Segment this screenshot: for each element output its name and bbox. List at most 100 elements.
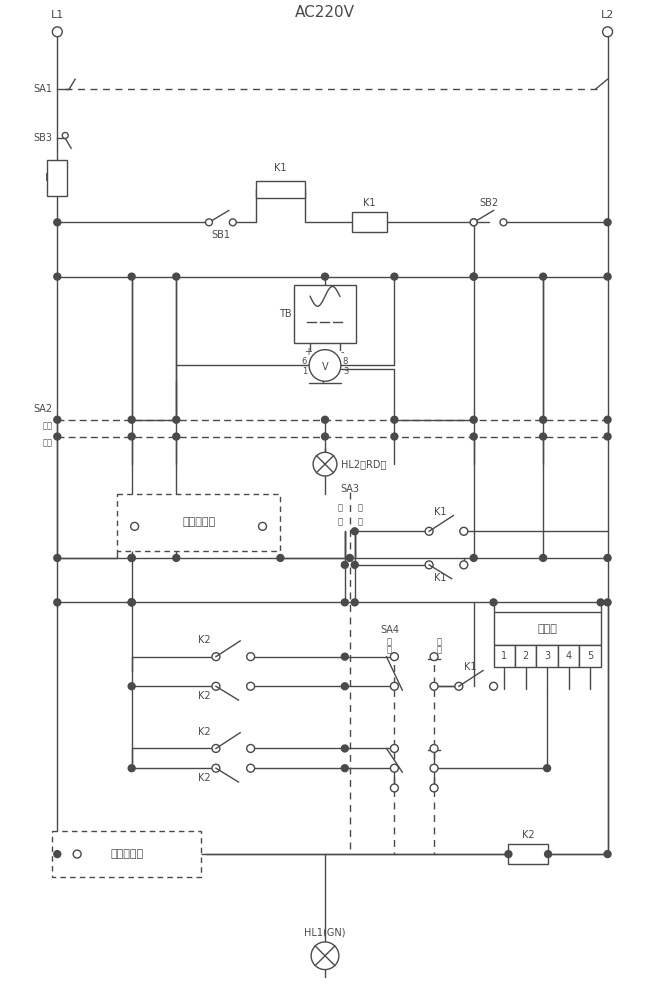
Text: 閉: 閉 — [387, 646, 392, 655]
Circle shape — [173, 554, 180, 561]
Circle shape — [425, 561, 433, 569]
Circle shape — [277, 554, 284, 561]
Text: R: R — [45, 173, 53, 183]
Circle shape — [212, 653, 220, 661]
Circle shape — [391, 784, 398, 792]
Circle shape — [131, 522, 138, 530]
Text: 斷: 斷 — [358, 504, 362, 513]
Circle shape — [351, 561, 358, 568]
Text: SA2: SA2 — [33, 404, 53, 414]
Text: 開: 開 — [437, 646, 441, 655]
Circle shape — [391, 764, 398, 772]
Circle shape — [500, 219, 507, 226]
Circle shape — [430, 764, 438, 772]
Circle shape — [391, 745, 398, 752]
Circle shape — [391, 653, 398, 661]
Bar — [117, 494, 280, 551]
Bar — [579, 645, 601, 667]
Text: 3: 3 — [544, 651, 550, 661]
Text: V: V — [322, 362, 328, 372]
Circle shape — [247, 653, 255, 661]
Circle shape — [470, 219, 477, 226]
Circle shape — [341, 599, 348, 606]
Circle shape — [604, 599, 611, 606]
Circle shape — [490, 599, 497, 606]
Circle shape — [430, 745, 438, 752]
Bar — [352, 212, 387, 232]
Circle shape — [430, 683, 437, 690]
Circle shape — [54, 416, 61, 423]
Circle shape — [73, 850, 81, 858]
Circle shape — [604, 273, 611, 280]
Text: L1: L1 — [51, 10, 64, 20]
Text: AC220V: AC220V — [295, 5, 355, 20]
Text: 1: 1 — [302, 367, 307, 376]
Circle shape — [128, 599, 135, 606]
Circle shape — [247, 682, 255, 690]
Text: K2: K2 — [198, 691, 211, 701]
Circle shape — [128, 554, 135, 561]
Circle shape — [489, 682, 497, 690]
Bar — [53, 831, 201, 877]
Text: K2: K2 — [198, 773, 211, 783]
Text: K2: K2 — [198, 727, 211, 737]
Text: 過: 過 — [337, 504, 343, 513]
Circle shape — [540, 273, 547, 280]
Circle shape — [322, 416, 328, 423]
Bar — [493, 612, 601, 645]
Text: 交流: 交流 — [42, 422, 53, 431]
Circle shape — [540, 554, 547, 561]
Text: SB3: SB3 — [33, 133, 53, 143]
Circle shape — [128, 765, 135, 772]
Circle shape — [173, 433, 180, 440]
Text: SB2: SB2 — [479, 198, 498, 208]
Circle shape — [53, 27, 62, 37]
Circle shape — [128, 554, 135, 561]
Circle shape — [341, 745, 348, 752]
Circle shape — [346, 554, 353, 561]
Circle shape — [212, 764, 220, 772]
Circle shape — [540, 433, 547, 440]
Text: +: + — [304, 347, 312, 357]
Circle shape — [470, 433, 477, 440]
Text: 5: 5 — [587, 651, 593, 661]
Text: K1: K1 — [363, 198, 376, 208]
Text: -: - — [340, 347, 344, 357]
Circle shape — [604, 851, 611, 858]
Text: SA4: SA4 — [380, 625, 399, 635]
Circle shape — [128, 599, 135, 606]
Text: 常: 常 — [387, 638, 392, 647]
Text: 延: 延 — [337, 517, 343, 526]
Circle shape — [212, 682, 220, 690]
Circle shape — [391, 745, 398, 752]
Circle shape — [505, 851, 512, 858]
Circle shape — [247, 745, 255, 752]
Circle shape — [391, 273, 398, 280]
Text: 3: 3 — [343, 367, 348, 376]
Circle shape — [229, 219, 236, 226]
Circle shape — [212, 745, 220, 752]
Text: 直流: 直流 — [42, 438, 53, 447]
Circle shape — [62, 132, 68, 138]
Circle shape — [128, 683, 135, 690]
Circle shape — [597, 599, 604, 606]
Circle shape — [460, 528, 467, 535]
Circle shape — [322, 273, 328, 280]
Circle shape — [54, 554, 61, 561]
Text: K2: K2 — [198, 635, 211, 645]
Circle shape — [351, 599, 358, 606]
Text: K1: K1 — [434, 507, 447, 517]
Circle shape — [604, 554, 611, 561]
Circle shape — [247, 764, 255, 772]
Circle shape — [391, 653, 398, 660]
Circle shape — [603, 27, 612, 37]
Circle shape — [540, 416, 547, 423]
Bar — [47, 160, 67, 196]
Circle shape — [54, 851, 61, 858]
Circle shape — [311, 942, 339, 970]
Circle shape — [341, 561, 348, 568]
Circle shape — [391, 433, 398, 440]
Text: 4: 4 — [566, 651, 571, 661]
Circle shape — [470, 273, 477, 280]
Circle shape — [460, 561, 468, 569]
